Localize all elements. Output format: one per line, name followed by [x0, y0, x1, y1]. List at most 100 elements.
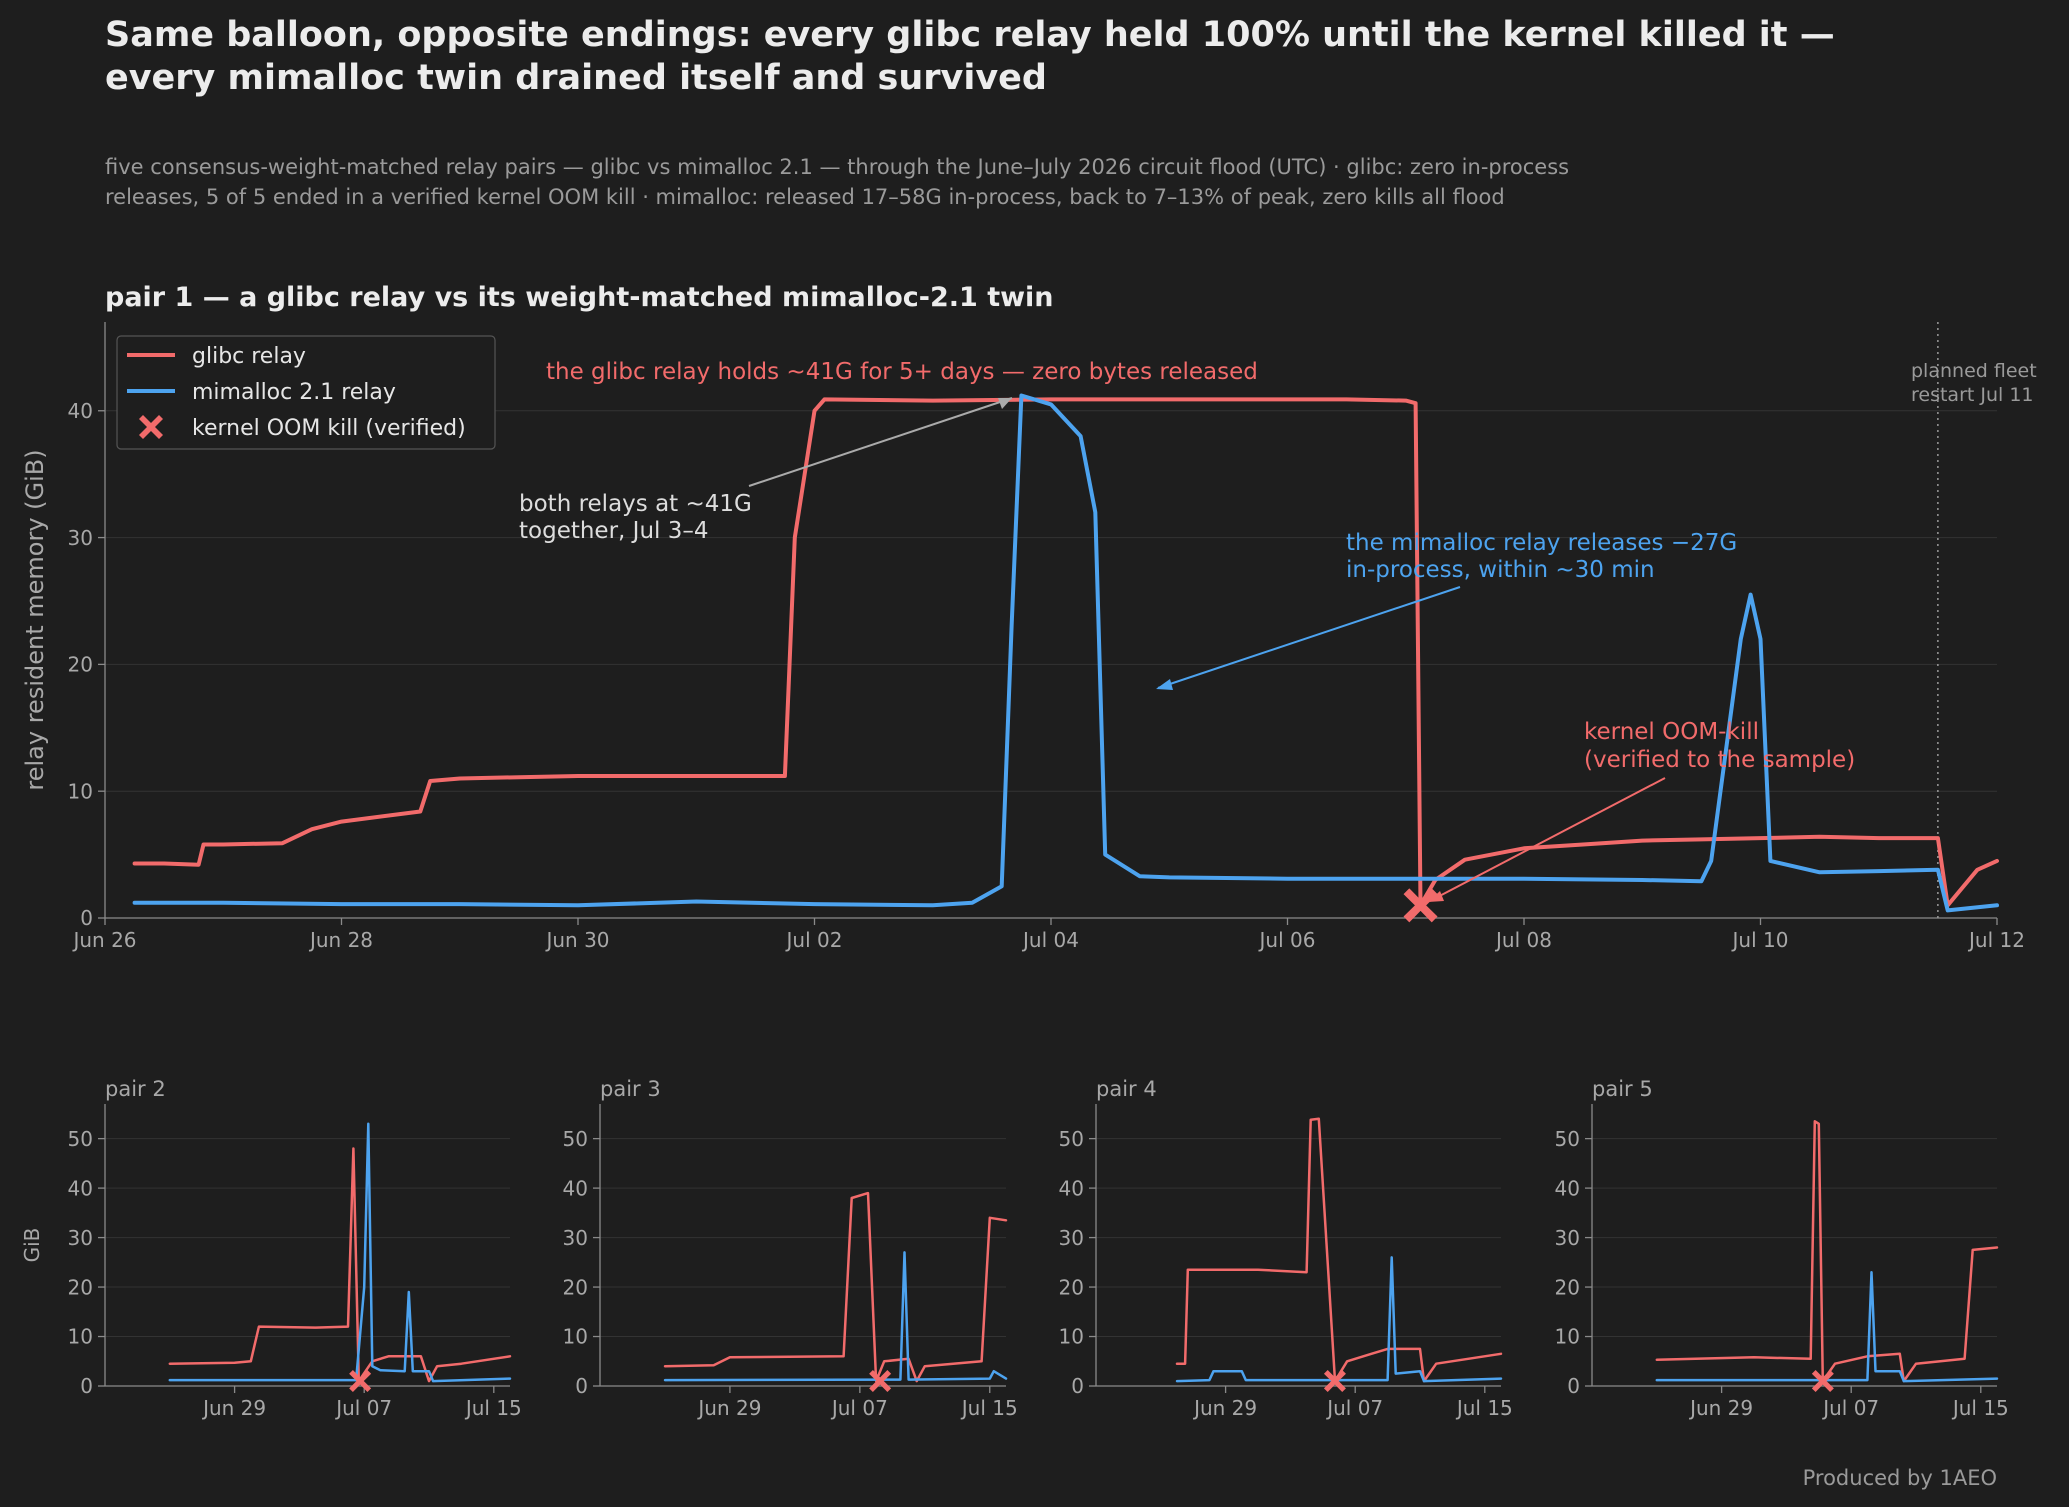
pair5-ytick-label: 30 [1555, 1226, 1580, 1250]
pair2-chart: 0 10 20 30 40 50 Jun 29 Jul 07 Jul 15 GiB [20, 1104, 522, 1420]
annotation-oom-kill-arrow [1429, 777, 1666, 902]
pair3-ytick-label: 50 [563, 1127, 588, 1151]
pair4-ytick-label: 20 [1059, 1275, 1084, 1299]
pair2-ytick-label: 10 [68, 1325, 93, 1349]
pair4-ytick-label: 40 [1059, 1176, 1084, 1200]
annotation-both-relays-arrowhead [998, 398, 1012, 409]
pair2-ytick-label: 20 [68, 1275, 93, 1299]
pair1-panel-title: pair 1 — a glibc relay vs its weight-mat… [105, 282, 1054, 313]
pair3-panel-title: pair 3 [600, 1077, 661, 1101]
legend-mimalloc-label: mimalloc 2.1 relay [192, 380, 396, 405]
annotation-both-relays-arrow [748, 397, 1013, 487]
pair1-xtick-label: Jun 26 [71, 928, 136, 952]
pair1-oom-kill-marker [1403, 888, 1438, 923]
pair2-xtick-label: Jul 07 [334, 1396, 392, 1420]
legend-box [116, 335, 496, 450]
pair1-xtick-label: Jul 04 [1021, 928, 1079, 952]
annotation-glibc-holds: the glibc relay holds ~41G for 5+ days —… [546, 359, 1258, 385]
pair1-y-axis-label: relay resident memory (GiB) [21, 449, 49, 790]
pair2-ytick-label: 50 [68, 1127, 93, 1151]
pair1-chart: 0 10 20 30 40 Jun 26 Jun 28 Jun 30 Jul 02 Jul 04 J… [21, 322, 2025, 952]
pair3-ytick-label: 20 [563, 1275, 588, 1299]
pair2-xtick-label: Jun 29 [201, 1396, 266, 1420]
pair4-ytick-label: 0 [1071, 1374, 1084, 1398]
legend-oom-marker [139, 415, 163, 439]
pair4-mimalloc-series-line [1175, 1256, 1503, 1383]
pair2-ytick-label: 30 [68, 1226, 93, 1250]
restart-label-line-2: restart Jul 11 [1911, 384, 2034, 406]
annotation-both-relays-line-1: both relays at ~41G [519, 491, 752, 517]
pair4-ytick-label: 30 [1059, 1226, 1084, 1250]
pair3-oom-kill-marker [869, 1370, 892, 1393]
annotation-mimalloc-releases-arrowhead [1156, 679, 1173, 690]
pair5-xtick-label: Jul 15 [1951, 1396, 2009, 1420]
pair4-chart: 0 10 20 30 40 50 Jun 29 Jul 07 Jul 15 [1059, 1104, 1513, 1420]
pair3-ytick-label: 30 [563, 1226, 588, 1250]
pair5-ytick-label: 20 [1555, 1275, 1580, 1299]
pair5-xtick-label: Jun 29 [1688, 1396, 1753, 1420]
pair2-panel-title: pair 2 [105, 1077, 166, 1101]
pair5-ytick-label: 10 [1555, 1325, 1580, 1349]
restart-label-line-1: planned fleet [1911, 360, 2037, 382]
pair2-xtick-label: Jul 15 [464, 1396, 522, 1420]
pair3-xtick-label: Jul 15 [960, 1396, 1018, 1420]
pair1-xtick-label: Jul 08 [1494, 928, 1552, 952]
pair1-ytick-label: 40 [68, 399, 93, 423]
pair5-ytick-label: 40 [1555, 1176, 1580, 1200]
pair3-mimalloc-series-line [663, 1251, 1008, 1382]
annotation-oom-kill-line-1: kernel OOM-kill [1584, 719, 1759, 745]
pair5-ytick-label: 50 [1555, 1127, 1580, 1151]
credit: Produced by 1AEO [1803, 1466, 1997, 1490]
pair1-xtick-label: Jun 30 [544, 928, 609, 952]
pair2-y-axis-label: GiB [20, 1228, 44, 1263]
legend: glibc relay mimalloc 2.1 relay kernel OO… [116, 335, 496, 450]
pair1-ytick-label: 30 [68, 526, 93, 550]
legend-oom-label: kernel OOM kill (verified) [192, 416, 466, 441]
pair4-ytick-label: 50 [1059, 1127, 1084, 1151]
figure-subtitle-line-2: releases, 5 of 5 ended in a verified ker… [105, 185, 1505, 209]
annotation-oom-kill-arrowhead [1428, 891, 1444, 902]
pair5-glibc-series-line [1655, 1120, 1999, 1383]
pair1-xtick-label: Jul 06 [1258, 928, 1316, 952]
pair2-oom-kill-marker [349, 1370, 372, 1393]
pair4-oom-kill-marker [1323, 1370, 1346, 1393]
annotation-both-relays-line-2: together, Jul 3–4 [519, 518, 709, 544]
pair1-ytick-label: 10 [68, 779, 93, 803]
pair4-xtick-label: Jul 07 [1325, 1396, 1383, 1420]
pair3-xtick-label: Jun 29 [696, 1396, 761, 1420]
pair1-ytick-label: 20 [68, 653, 93, 677]
pair1-ytick-label: 0 [80, 906, 93, 930]
pair4-xtick-label: Jun 29 [1192, 1396, 1257, 1420]
figure-subtitle-line-1: five consensus-weight-matched relay pair… [105, 155, 1569, 179]
pair3-glibc-series-line [663, 1191, 1008, 1383]
annotation-oom-kill-line-2: (verified to the sample) [1584, 747, 1855, 773]
pair1-mimalloc-series-line [132, 393, 1999, 913]
pair5-ytick-label: 0 [1567, 1374, 1580, 1398]
pair5-xtick-label: Jul 07 [1821, 1396, 1879, 1420]
pair2-ytick-label: 0 [80, 1374, 93, 1398]
pair1-xtick-label: Jul 02 [785, 928, 843, 952]
pair1-glibc-series-line [132, 397, 1999, 908]
pair4-ytick-label: 10 [1059, 1325, 1084, 1349]
pair5-oom-kill-marker [1811, 1370, 1834, 1393]
pair4-panel-title: pair 4 [1096, 1077, 1157, 1101]
annotation-mimalloc-releases-line-2: in-process, within ~30 min [1346, 557, 1655, 583]
pair3-ytick-label: 40 [563, 1176, 588, 1200]
pair1-xtick-label: Jul 10 [1731, 928, 1789, 952]
pair3-ytick-label: 10 [563, 1325, 588, 1349]
figure-title-line-1: Same balloon, opposite endings: every gl… [105, 15, 1835, 55]
pair3-xtick-label: Jul 07 [830, 1396, 888, 1420]
pair1-xtick-label: Jun 28 [308, 928, 373, 952]
pair5-mimalloc-series-line [1655, 1270, 1999, 1383]
annotation-mimalloc-releases-line-1: the mimalloc relay releases −27G [1346, 530, 1737, 556]
pair5-chart: 0 10 20 30 40 50 Jun 29 Jul 07 Jul 15 [1555, 1104, 2009, 1420]
pair1-xtick-label: Jul 12 [1967, 928, 2025, 952]
pair3-chart: 0 10 20 30 40 50 Jun 29 Jul 07 Jul 15 [563, 1104, 1018, 1420]
pair5-panel-title: pair 5 [1592, 1077, 1653, 1101]
figure-title-line-2: every mimalloc twin drained itself and s… [105, 58, 1047, 98]
pair2-ytick-label: 40 [68, 1176, 93, 1200]
legend-glibc-label: glibc relay [192, 344, 306, 369]
pair3-ytick-label: 0 [575, 1374, 588, 1398]
pair4-xtick-label: Jul 15 [1455, 1396, 1513, 1420]
